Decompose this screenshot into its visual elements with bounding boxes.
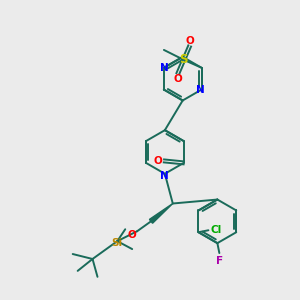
Text: O: O xyxy=(173,74,182,84)
Text: N: N xyxy=(160,171,169,181)
Text: Cl: Cl xyxy=(211,225,222,235)
Text: O: O xyxy=(185,36,194,46)
Text: N: N xyxy=(160,63,169,73)
Text: F: F xyxy=(216,256,223,266)
Polygon shape xyxy=(149,203,173,223)
Text: O: O xyxy=(154,156,162,166)
Text: S: S xyxy=(179,53,188,66)
Text: O: O xyxy=(128,230,136,240)
Text: Si: Si xyxy=(112,238,123,248)
Text: N: N xyxy=(196,85,205,94)
